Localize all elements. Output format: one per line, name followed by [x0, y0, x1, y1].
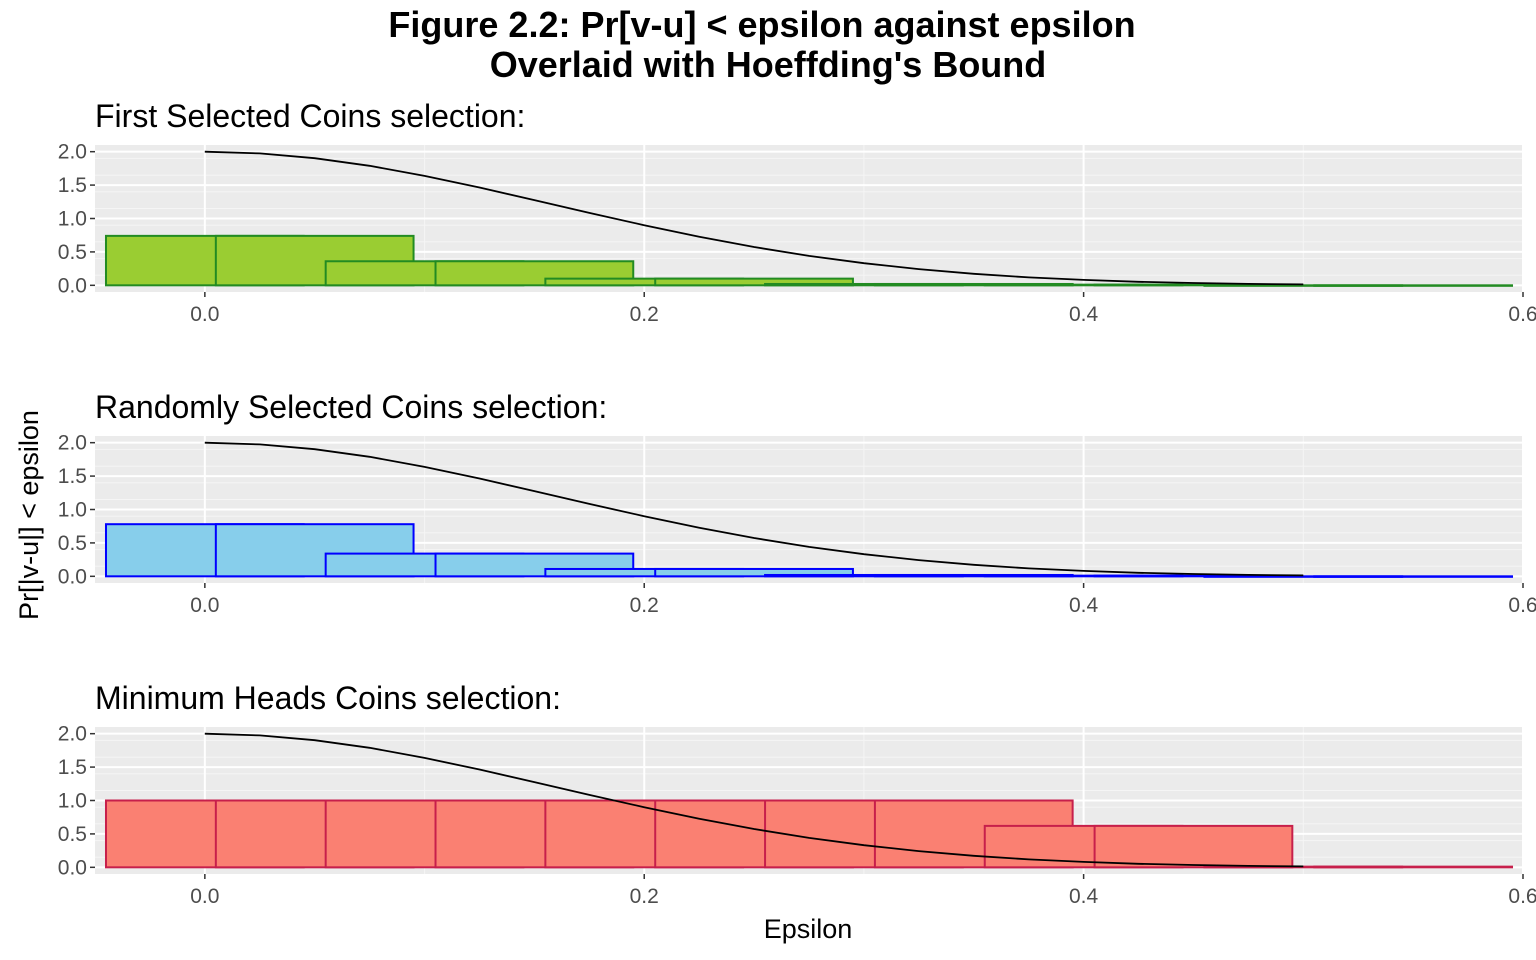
x-tick-label: 0.0 — [190, 303, 219, 326]
x-tick-label: 0.6 — [1508, 594, 1536, 617]
y-tick-label: 1.0 — [58, 499, 87, 522]
x-tick-label: 0.4 — [1069, 594, 1099, 617]
figure-title-line2: Overlaid with Hoeffding's Bound — [490, 44, 1047, 85]
x-axis-label: Epsilon — [764, 914, 853, 944]
bar — [1313, 575, 1514, 578]
y-tick-label: 1.5 — [58, 756, 87, 779]
panel-randomly-selected: 0.0 0.5 1.0 1.5 2.0 0.0 0.2 0.4 0.6 — [58, 432, 1536, 617]
hoeffding-bound-line — [204, 441, 1304, 577]
x-tick-label: 0.2 — [630, 303, 659, 326]
x-tick-label: 0.6 — [1508, 303, 1536, 326]
bar — [1313, 284, 1514, 287]
hoeffding-bound-line — [204, 732, 1304, 868]
y-tick-label: 1.5 — [58, 465, 87, 488]
x-tick-label: 0.2 — [630, 885, 659, 908]
x-tick-label: 0.2 — [630, 594, 659, 617]
y-tick-label: 1.5 — [58, 174, 87, 197]
x-tick-label: 0.0 — [190, 594, 219, 617]
bar — [1093, 824, 1294, 869]
panel-minimum-heads: 0.0 0.5 1.0 1.5 2.0 0.0 0.2 0.4 0.6 — [58, 723, 1536, 908]
bar — [1313, 865, 1514, 869]
y-axis-label: Pr[|v-u|] < epsilon — [14, 410, 44, 620]
x-tick-label: 0.6 — [1508, 885, 1536, 908]
panel-2-subtitle: Randomly Selected Coins selection: — [95, 389, 607, 425]
y-tick-label: 1.0 — [58, 790, 87, 813]
y-tick-label: 0.5 — [58, 823, 87, 846]
x-tick-label: 0.4 — [1069, 885, 1099, 908]
y-tick-label: 0.5 — [58, 241, 87, 264]
figure-title-line1: Figure 2.2: Pr[v-u] < epsilon against ep… — [388, 4, 1135, 45]
x-tick-label: 0.4 — [1069, 303, 1099, 326]
bar — [654, 277, 854, 287]
y-tick-label: 0.0 — [58, 565, 87, 588]
hoeffding-bound-line — [204, 150, 1304, 286]
panel-3-subtitle: Minimum Heads Coins selection: — [95, 680, 561, 716]
panel-1-subtitle: First Selected Coins selection: — [95, 98, 525, 134]
y-tick-label: 2.0 — [58, 141, 87, 164]
y-tick-label: 1.0 — [58, 208, 87, 231]
y-tick-label: 0.0 — [58, 856, 87, 879]
x-tick-label: 0.0 — [190, 885, 219, 908]
y-tick-label: 0.5 — [58, 532, 87, 555]
panel-first-selected: 0.0 0.5 1.0 1.5 2.0 0.0 0.2 0.4 0.6 — [58, 141, 1536, 326]
y-tick-label: 2.0 — [58, 723, 87, 746]
y-tick-label: 0.0 — [58, 274, 87, 297]
bar — [654, 567, 854, 578]
y-tick-label: 2.0 — [58, 432, 87, 455]
